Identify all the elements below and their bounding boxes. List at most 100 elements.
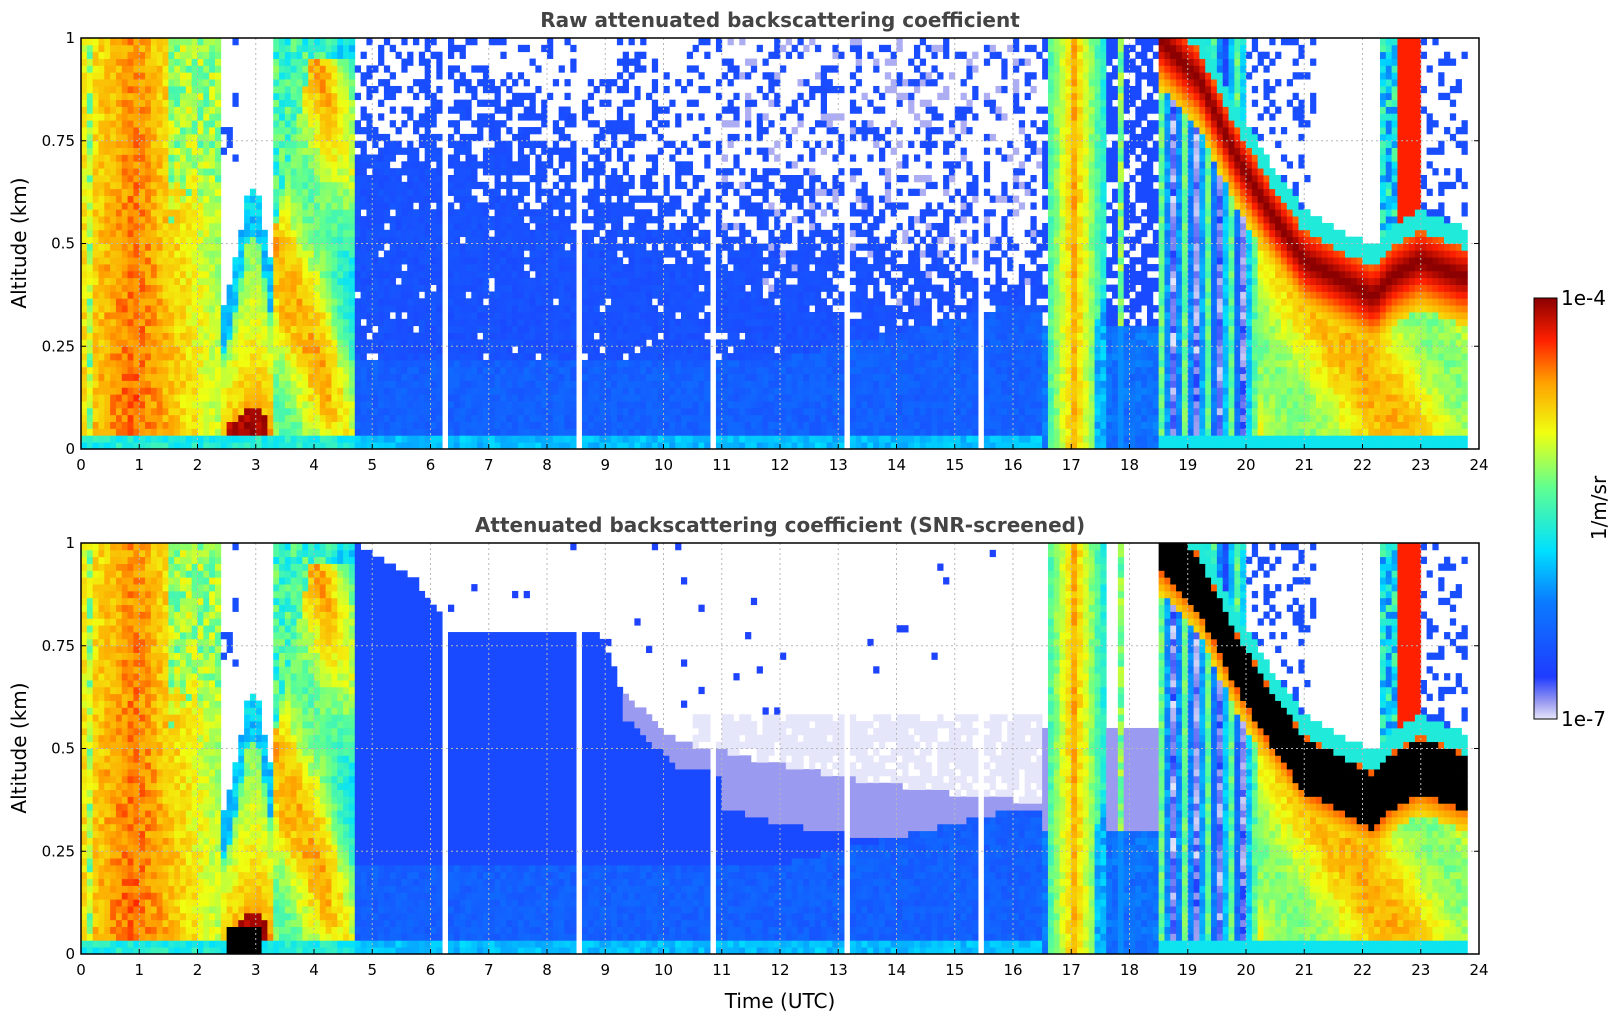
- heatmap-cell: [529, 243, 536, 251]
- heatmap-cell: [325, 99, 332, 107]
- heatmap-cell: [121, 106, 129, 114]
- heatmap-cell: [168, 236, 175, 244]
- heatmap-cell: [634, 58, 641, 66]
- heatmap-cell: [500, 140, 507, 148]
- heatmap-cell: [646, 414, 653, 422]
- heatmap-cell: [232, 394, 239, 402]
- heatmap-cell: [325, 366, 332, 375]
- heatmap-cell: [482, 154, 490, 162]
- heatmap-cell: [98, 414, 105, 422]
- heatmap-cell: [249, 209, 257, 217]
- heatmap-cell: [424, 407, 431, 416]
- heatmap-cell: [133, 366, 140, 375]
- heatmap-cell: [104, 243, 111, 251]
- heatmap-cell: [413, 421, 420, 429]
- heatmap-cell: [238, 243, 245, 251]
- heatmap-cell: [168, 140, 175, 148]
- heatmap-cell: [459, 140, 466, 148]
- heatmap-cell: [185, 195, 193, 203]
- heatmap-cell: [238, 291, 245, 299]
- heatmap-cell: [494, 209, 501, 217]
- heatmap-cell: [214, 181, 222, 190]
- heatmap-cell: [547, 154, 554, 162]
- heatmap-cell: [447, 250, 455, 258]
- heatmap-cell: [110, 154, 117, 162]
- heatmap-cell: [488, 202, 495, 210]
- heatmap-cell: [81, 346, 88, 354]
- heatmap-cell: [535, 229, 542, 238]
- heatmap-cell: [564, 428, 571, 436]
- heatmap-cell: [139, 202, 146, 210]
- heatmap-cell: [512, 270, 519, 279]
- heatmap-cell: [261, 332, 268, 340]
- heatmap-cell: [191, 106, 198, 114]
- heatmap-cell: [331, 353, 338, 361]
- heatmap-cell: [366, 188, 373, 196]
- heatmap-cell: [599, 435, 606, 443]
- heatmap-cell: [284, 428, 292, 436]
- heatmap-cell: [383, 175, 391, 183]
- heatmap-cell: [477, 407, 484, 416]
- heatmap-cell: [104, 298, 111, 306]
- heatmap-cell: [640, 264, 647, 272]
- heatmap-cell: [174, 359, 181, 368]
- heatmap-cell: [104, 58, 111, 66]
- heatmap-cell: [180, 140, 187, 148]
- heatmap-cell: [308, 243, 315, 251]
- heatmap-cell: [331, 113, 338, 121]
- heatmap-cell: [605, 401, 612, 409]
- heatmap-cell: [547, 421, 554, 429]
- heatmap-cell: [407, 339, 414, 347]
- heatmap-cell: [488, 332, 495, 340]
- heatmap-cell: [413, 298, 420, 306]
- heatmap-cell: [651, 346, 659, 354]
- heatmap-cell: [663, 175, 670, 183]
- heatmap-cell: [657, 339, 664, 347]
- heatmap-cell: [640, 312, 647, 320]
- heatmap-cell: [581, 209, 589, 217]
- heatmap-cell: [599, 318, 606, 327]
- heatmap-cell: [296, 442, 303, 449]
- heatmap-cell: [150, 291, 158, 299]
- heatmap-cell: [418, 373, 426, 381]
- heatmap-cell: [360, 161, 367, 169]
- heatmap-cell: [314, 38, 321, 46]
- heatmap-cell: [319, 291, 327, 299]
- heatmap-cell: [226, 428, 233, 436]
- heatmap-cell: [646, 387, 653, 395]
- heatmap-cell: [156, 58, 163, 66]
- heatmap-cell: [605, 195, 612, 203]
- heatmap-cell: [86, 401, 94, 409]
- heatmap-cell: [512, 298, 519, 306]
- heatmap-cell: [599, 127, 606, 135]
- heatmap-cell: [523, 92, 530, 101]
- heatmap-cell: [593, 216, 600, 224]
- heatmap-cell: [81, 298, 88, 306]
- heatmap-cell: [145, 277, 152, 285]
- heatmap-cell: [453, 250, 461, 258]
- heatmap-cell: [535, 195, 542, 203]
- heatmap-cell: [488, 236, 495, 244]
- heatmap-cell: [150, 79, 158, 87]
- heatmap-cell: [308, 175, 315, 183]
- heatmap-cell: [308, 85, 315, 94]
- heatmap-cell: [383, 202, 391, 210]
- heatmap-cell: [168, 243, 175, 251]
- heatmap-cell: [319, 401, 327, 409]
- heatmap-cell: [273, 168, 280, 176]
- heatmap-cell: [145, 312, 152, 320]
- heatmap-cell: [593, 202, 600, 210]
- heatmap-cell: [197, 222, 204, 231]
- heatmap-cell: [657, 291, 664, 299]
- heatmap-cell: [191, 394, 198, 402]
- heatmap-cell: [413, 435, 420, 443]
- heatmap-cell: [203, 222, 210, 231]
- heatmap-cell: [343, 161, 350, 169]
- heatmap-cell: [628, 99, 635, 107]
- heatmap-cell: [453, 127, 461, 135]
- heatmap-cell: [477, 442, 484, 449]
- heatmap-cell: [570, 442, 577, 449]
- heatmap-cell: [343, 147, 350, 155]
- heatmap-cell: [424, 359, 431, 368]
- heatmap-cell: [127, 140, 134, 148]
